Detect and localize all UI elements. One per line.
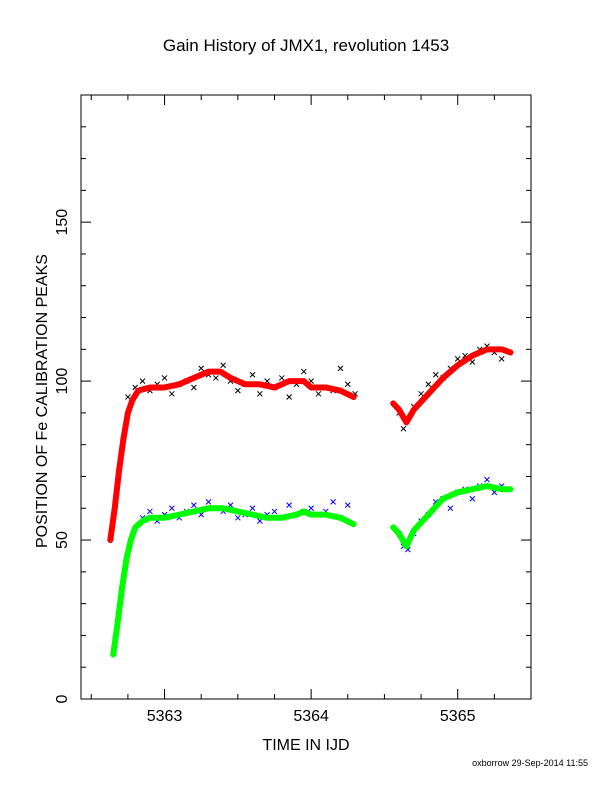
upper-peak-points-marker [315,390,322,397]
upper-peak-fit-marker [111,505,118,512]
lower-peak-points-marker [286,502,292,508]
upper-peak-points-marker [212,375,219,381]
lower-peak-points-marker [271,508,278,515]
lower-peak-points-marker [234,514,241,521]
lower-peak-points-marker [205,499,212,505]
upper-peak-fit-marker [107,537,114,544]
y-axis-label: POSITION OF Fe CALIBRATION PEAKS [34,254,51,548]
chart-marks [107,343,514,658]
upper-peak-fit-marker [116,467,123,474]
x-tick-label: 5363 [147,708,183,725]
upper-peak-points-marker [256,390,263,397]
lower-peak-fit-line [390,483,514,550]
upper-peak-points-marker [220,362,227,369]
lower-peak-points-marker [344,502,351,508]
y-tick-label: 0 [54,694,71,703]
upper-peak-points-marker [432,371,439,378]
upper-peak-points-marker [191,384,197,391]
lower-peak-fit-marker [114,619,121,626]
chart-title: Gain History of JMX1, revolution 1453 [162,36,450,55]
x-tick-label: 5364 [293,708,329,725]
x-axis-label: TIME IN IJD [262,737,350,754]
upper-peak-fit-line [107,368,357,544]
lower-peak-points-marker [249,505,256,512]
lower-peak-points-marker [469,495,476,502]
footer-credit: oxborrow 29-Sep-2014 11:55 [472,758,588,768]
upper-peak-fit-line [390,346,514,426]
upper-peak-points-marker [139,378,146,384]
upper-peak-points-marker [278,375,285,381]
x-tick-label: 5365 [440,708,476,725]
lower-peak-fit-marker [127,537,134,544]
upper-peak-points-marker [249,371,256,378]
lower-peak-points-marker [447,505,454,512]
upper-peak-fit-marker [120,435,127,442]
upper-peak-fit-marker [124,409,131,416]
upper-peak-points-marker [454,355,461,362]
upper-peak-points-marker [498,355,505,362]
lower-peak-points-marker [169,505,175,512]
lower-peak-points-marker [330,499,336,505]
axis-ticks [81,94,532,700]
upper-peak-points-marker [418,390,424,397]
y-tick-label: 50 [54,531,71,549]
axis-tick-labels: 0 50 100 150 5363 5364 5365 [54,209,476,725]
upper-peak-points-marker [125,394,131,400]
lower-peak-fit-marker [123,556,130,563]
upper-peak-points-marker [234,387,241,394]
upper-peak-points-marker [286,394,292,400]
upper-peak-points-marker [161,375,168,381]
y-tick-label: 100 [54,368,71,395]
plot-frame [80,94,532,700]
upper-peak-points-marker [469,359,476,365]
lower-peak-points-marker [308,505,314,512]
upper-peak-points-marker [344,381,351,388]
upper-peak-points-marker [169,390,175,397]
lower-peak-points-marker [191,502,197,508]
upper-peak-points-marker [337,365,344,372]
y-tick-label: 150 [54,209,71,236]
lower-peak-fit-marker [110,651,117,658]
upper-peak-fit-marker [129,397,136,404]
lower-peak-fit-line [110,505,357,658]
lower-peak-fit-marker [119,584,126,591]
lower-peak-points-marker [484,476,490,483]
upper-peak-points-marker [425,381,432,388]
lower-peak-points-marker [147,508,153,515]
upper-peak-points-marker [400,425,407,432]
upper-peak-points-marker [300,368,307,375]
upper-peak-points-marker [198,365,205,372]
